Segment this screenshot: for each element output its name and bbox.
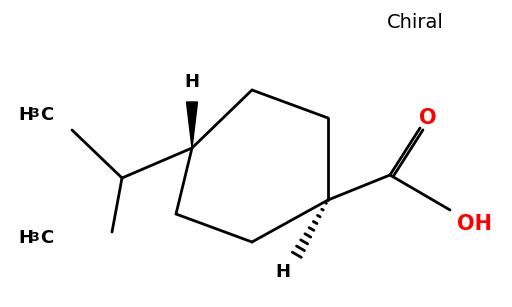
Text: H: H <box>18 106 33 124</box>
Text: C: C <box>40 106 53 124</box>
Text: Chiral: Chiral <box>387 13 443 32</box>
Text: OH: OH <box>457 214 492 234</box>
Text: 3: 3 <box>30 107 38 120</box>
Text: H: H <box>275 263 290 281</box>
Polygon shape <box>186 102 198 148</box>
Text: C: C <box>40 229 53 247</box>
Text: O: O <box>419 108 437 128</box>
Text: H: H <box>18 229 33 247</box>
Text: 3: 3 <box>30 231 38 244</box>
Text: H: H <box>184 73 200 91</box>
